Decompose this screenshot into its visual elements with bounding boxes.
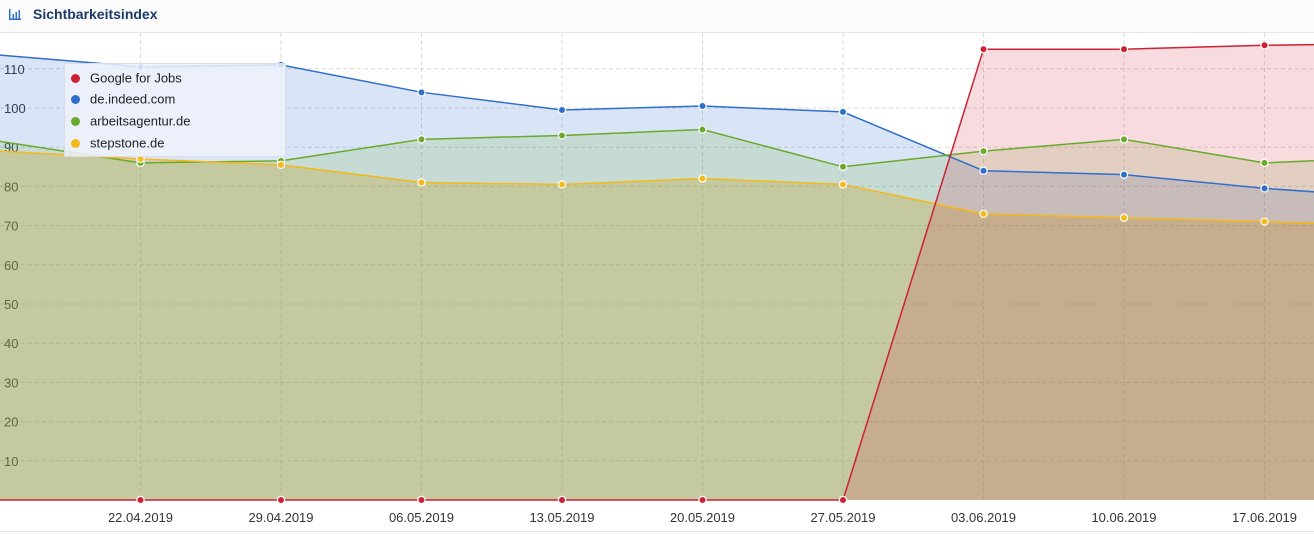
- point-google: [1260, 41, 1269, 50]
- point-indeed: [838, 107, 848, 117]
- point-indeed: [698, 101, 707, 111]
- point-arbeitsagentur: [1119, 135, 1129, 144]
- point-arbeitsagentur: [1260, 158, 1269, 168]
- point-arbeitsagentur: [838, 162, 848, 171]
- legend-item-arbeitsagentur[interactable]: arbeitsagentur.de: [71, 111, 190, 131]
- point-stepstone: [698, 174, 707, 183]
- x-tick-label: 29.04.2019: [248, 510, 313, 525]
- legend-dot-google: [71, 74, 80, 84]
- point-stepstone: [838, 180, 848, 189]
- x-tick-label: 20.05.2019: [670, 510, 735, 525]
- x-tick-label: 17.06.2019: [1232, 510, 1297, 525]
- point-indeed: [417, 88, 426, 97]
- y-tick-label: 20: [4, 415, 18, 430]
- point-stepstone: [417, 178, 426, 187]
- y-tick-label: 50: [4, 297, 18, 312]
- point-google: [136, 495, 145, 505]
- y-tick-label: 60: [4, 258, 18, 273]
- point-indeed: [1260, 184, 1269, 193]
- area-google: [0, 44, 1314, 500]
- point-google: [557, 495, 567, 505]
- point-google: [417, 495, 426, 505]
- point-google: [838, 495, 848, 505]
- y-tick-label: 10: [4, 454, 18, 469]
- point-stepstone: [979, 209, 988, 219]
- bottom-divider: [0, 531, 1314, 532]
- y-tick-label: 110: [4, 62, 25, 77]
- point-google: [276, 495, 286, 505]
- x-tick-label: 06.05.2019: [389, 510, 454, 525]
- legend-label-google: Google for Jobs: [90, 70, 182, 86]
- y-tick-label: 80: [4, 179, 18, 194]
- chart-header: Sichtbarkeitsindex: [0, 0, 1314, 33]
- point-indeed: [1119, 170, 1129, 179]
- y-tick-label: 100: [4, 101, 26, 116]
- legend-dot-stepstone: [71, 139, 80, 149]
- y-tick-label: 40: [4, 336, 18, 351]
- chart-title: Sichtbarkeitsindex: [33, 6, 158, 22]
- point-stepstone: [1119, 213, 1129, 222]
- chart-legend: Google for Jobs de.indeed.com arbeitsage…: [64, 63, 286, 157]
- y-tick-label: 30: [4, 375, 18, 390]
- legend-item-indeed[interactable]: de.indeed.com: [71, 89, 175, 109]
- point-stepstone: [1260, 217, 1269, 226]
- point-stepstone: [276, 160, 286, 170]
- area-indeed: [0, 55, 1314, 500]
- legend-label-arbeitsagentur: arbeitsagentur.de: [90, 113, 191, 129]
- visibility-chart: 10203040506070809010011022.04.201929.04.…: [0, 33, 1314, 525]
- x-tick-label: 10.06.2019: [1091, 510, 1156, 525]
- legend-dot-arbeitsagentur: [71, 117, 80, 127]
- point-google: [979, 45, 988, 54]
- point-stepstone: [557, 180, 567, 189]
- y-tick-label: 70: [4, 219, 18, 234]
- x-tick-label: 22.04.2019: [108, 510, 173, 525]
- point-indeed: [557, 105, 567, 115]
- legend-item-stepstone[interactable]: stepstone.de: [71, 133, 164, 153]
- legend-item-google[interactable]: Google for Jobs: [71, 68, 182, 88]
- point-arbeitsagentur: [698, 125, 707, 134]
- legend-label-stepstone: stepstone.de: [90, 135, 165, 151]
- point-arbeitsagentur: [417, 135, 426, 144]
- point-google: [698, 495, 707, 505]
- point-google: [1119, 45, 1129, 54]
- area-stepstone: [0, 151, 1314, 500]
- point-indeed: [979, 166, 988, 175]
- area-arbeitsagentur: [0, 129, 1314, 500]
- point-arbeitsagentur: [979, 146, 988, 156]
- x-tick-label: 13.05.2019: [529, 510, 594, 525]
- x-tick-label: 27.05.2019: [810, 510, 875, 525]
- legend-label-indeed: de.indeed.com: [90, 91, 176, 107]
- point-arbeitsagentur: [557, 131, 567, 140]
- x-tick-label: 03.06.2019: [951, 510, 1016, 525]
- legend-dot-indeed: [71, 95, 80, 105]
- bar-chart-icon: [9, 9, 21, 20]
